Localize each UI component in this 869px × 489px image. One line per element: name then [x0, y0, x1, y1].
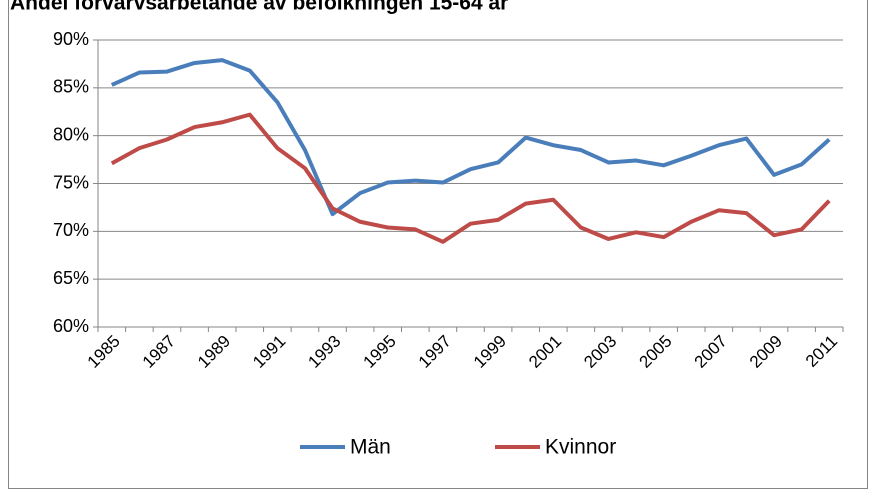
- y-tick-label: 65%: [53, 268, 89, 288]
- y-tick-label: 75%: [53, 172, 89, 192]
- y-tick-label: 60%: [53, 316, 89, 336]
- data-line: [110, 112, 831, 244]
- y-tick-label: 70%: [53, 220, 89, 240]
- chart-title: Andel förvärvsarbetande av befolkningen …: [10, 0, 508, 15]
- y-tick-label: 90%: [53, 29, 89, 49]
- legend-label: Kvinnor: [545, 436, 616, 459]
- y-tick-label: 85%: [53, 77, 89, 97]
- y-tick-label: 80%: [53, 124, 89, 144]
- chart-frame: [8, 0, 868, 489]
- data-line: [110, 58, 831, 217]
- legend-label: Män: [350, 436, 391, 459]
